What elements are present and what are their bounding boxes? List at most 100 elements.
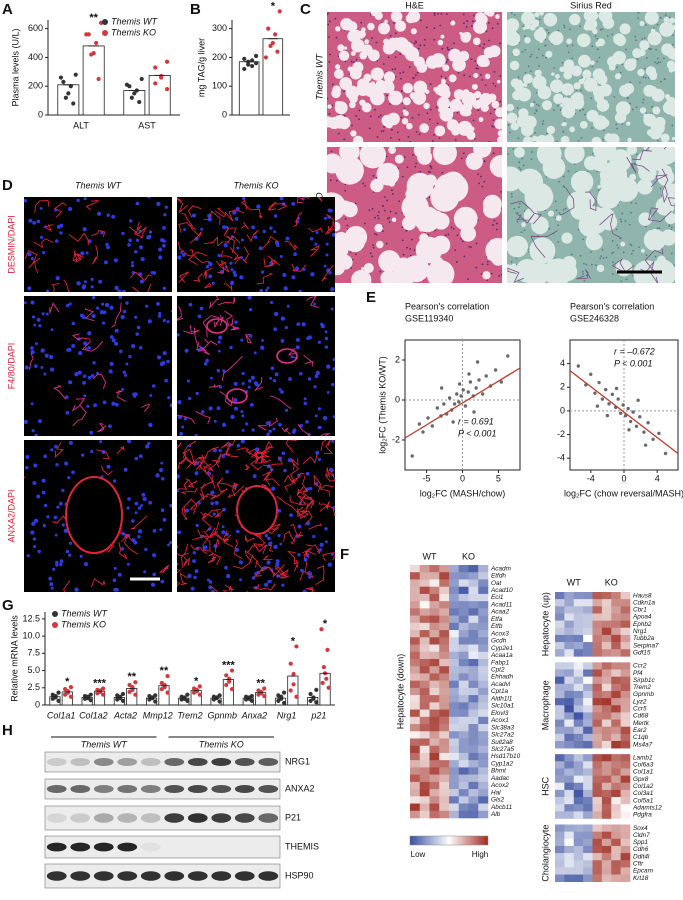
nucleus <box>394 56 397 59</box>
heatmap-cell <box>583 782 593 791</box>
scatter-point <box>634 424 639 428</box>
nucleus <box>400 77 402 80</box>
heatmap-cell <box>419 774 430 783</box>
blot-band <box>164 758 185 766</box>
blot-band <box>140 785 161 793</box>
heatmap-cell <box>592 606 603 614</box>
dapi-nucleus <box>292 428 297 433</box>
lipid-droplet <box>419 123 430 133</box>
nucleus <box>537 48 540 51</box>
nucleus <box>419 44 422 47</box>
blot-band <box>93 842 114 852</box>
lipid-droplet <box>488 45 501 58</box>
scatter-point <box>484 374 488 378</box>
nucleus <box>420 19 422 22</box>
nucleus <box>374 108 376 111</box>
heatmap-cell <box>555 853 565 861</box>
lipid-droplet <box>473 19 487 34</box>
heatmap-cell <box>592 690 603 699</box>
data-point <box>153 699 158 704</box>
nucleus <box>637 17 640 20</box>
heatmap-cell <box>410 709 421 718</box>
heatmap-cell <box>468 601 479 609</box>
nucleus <box>403 107 406 110</box>
nucleus <box>440 13 443 15</box>
heatmap-cell <box>583 775 593 784</box>
heatmap-cell <box>592 775 603 784</box>
heatmap-cell <box>449 738 460 747</box>
gene-label: Cdkn1a <box>633 599 655 606</box>
heatmap-cell <box>458 586 469 595</box>
dapi-nucleus <box>317 457 322 462</box>
stain-signal <box>229 247 242 265</box>
dapi-nucleus <box>79 554 83 558</box>
heatmap-cell <box>611 782 621 791</box>
heatmap-cell <box>478 745 489 754</box>
heatmap-cell <box>449 731 460 739</box>
dapi-nucleus <box>50 367 55 372</box>
lipid-droplet <box>340 17 353 31</box>
nucleus <box>385 155 388 158</box>
heatmap-cell <box>468 767 479 775</box>
heatmap-cell <box>478 680 489 689</box>
heatmap-cell <box>611 761 621 769</box>
nucleus <box>400 90 403 92</box>
nucleus <box>492 152 495 155</box>
nucleus <box>419 170 422 173</box>
nucleus <box>429 171 432 174</box>
heatmap-cell <box>449 666 460 674</box>
gene-label: Cpt1a <box>491 688 508 695</box>
nucleus <box>642 101 644 104</box>
stain-signal <box>115 390 127 403</box>
scatter-point <box>626 406 630 411</box>
nucleus <box>536 91 538 94</box>
lipid-droplet <box>507 235 529 258</box>
nucleus <box>456 234 459 237</box>
lipid-droplet <box>384 19 388 24</box>
heatmap-cell <box>478 781 489 790</box>
dapi-nucleus <box>68 206 73 212</box>
dapi-nucleus <box>177 399 182 405</box>
dapi-nucleus <box>217 340 221 344</box>
lipid-droplet <box>543 258 572 283</box>
gene-label: Abcb11 <box>490 804 513 811</box>
nucleus <box>409 254 412 257</box>
dapi-nucleus <box>236 444 241 448</box>
dapi-nucleus <box>224 565 228 570</box>
nucleus <box>621 122 624 125</box>
heatmap-cell <box>478 810 489 819</box>
nucleus <box>517 76 520 79</box>
stain-signal <box>234 539 243 559</box>
blot-band <box>140 813 161 823</box>
gene-label: Krt18 <box>633 875 649 882</box>
stain-signal <box>96 422 107 433</box>
heatmap-cell <box>429 622 440 631</box>
nucleus <box>327 97 329 100</box>
heatmap-cell <box>458 781 469 790</box>
nucleus <box>668 16 671 19</box>
stain-signal <box>261 566 276 578</box>
scatter-point <box>638 415 642 419</box>
lipid-droplet <box>448 74 457 83</box>
dapi-nucleus <box>120 547 125 551</box>
nucleus <box>658 227 661 230</box>
lipid-droplet <box>409 17 414 22</box>
heatmap-cell <box>410 702 421 710</box>
nucleus <box>630 211 632 214</box>
lipid-droplet <box>410 28 417 35</box>
lipid-droplet <box>406 122 413 130</box>
heatmap-cell <box>458 673 469 681</box>
nucleus <box>512 148 515 150</box>
stain-signal <box>192 529 203 541</box>
dapi-nucleus <box>279 254 283 258</box>
gene-label: Acox3 <box>490 630 509 637</box>
data-point <box>165 690 170 695</box>
heatmap-cell <box>573 620 584 629</box>
dapi-nucleus <box>55 560 59 565</box>
heatmap-cell <box>620 797 631 805</box>
dapi-nucleus <box>140 503 144 507</box>
gene-label: Gpnmb <box>633 691 654 698</box>
lipid-droplet <box>437 39 444 46</box>
nucleus <box>355 253 357 256</box>
lipid-droplet <box>639 107 647 114</box>
